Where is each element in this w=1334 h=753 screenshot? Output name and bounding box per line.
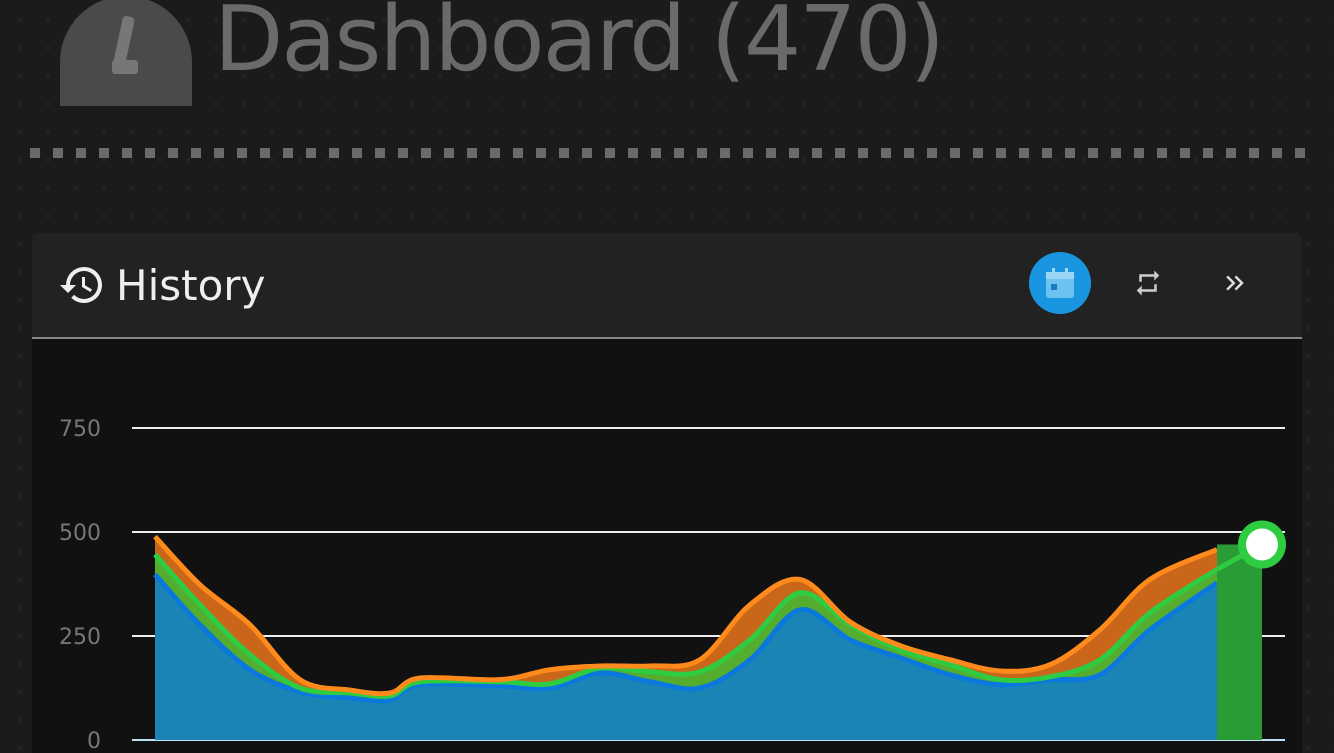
chevron-double-right-icon [1226,275,1244,291]
repeat-icon [1136,270,1160,296]
calendar-icon [1046,268,1074,298]
history-card: History 0 250 500 750 [32,233,1302,753]
current-bar [1217,544,1262,740]
calendar-button[interactable] [1029,252,1091,314]
forward-button[interactable] [1205,252,1267,314]
current-marker [1246,528,1278,561]
history-icon [60,267,102,303]
series-line-0 [153,534,1219,697]
y-tick-label: 250 [59,625,101,650]
page-header: Dashboard (470) [60,0,945,106]
series-area-2 [155,574,1217,740]
repeat-button[interactable] [1117,252,1179,314]
page-title: Dashboard (470) [214,0,945,92]
y-tick-label: 500 [59,521,101,546]
card-header: History [32,233,1302,339]
y-tick-label: 0 [87,729,101,753]
series-line-1 [153,552,1219,699]
history-chart: 0 250 500 750 [59,417,1286,753]
y-tick-label: 750 [59,417,101,442]
gauge-icon [60,0,192,106]
card-title: History [116,260,266,310]
dotted-divider [30,148,1306,158]
